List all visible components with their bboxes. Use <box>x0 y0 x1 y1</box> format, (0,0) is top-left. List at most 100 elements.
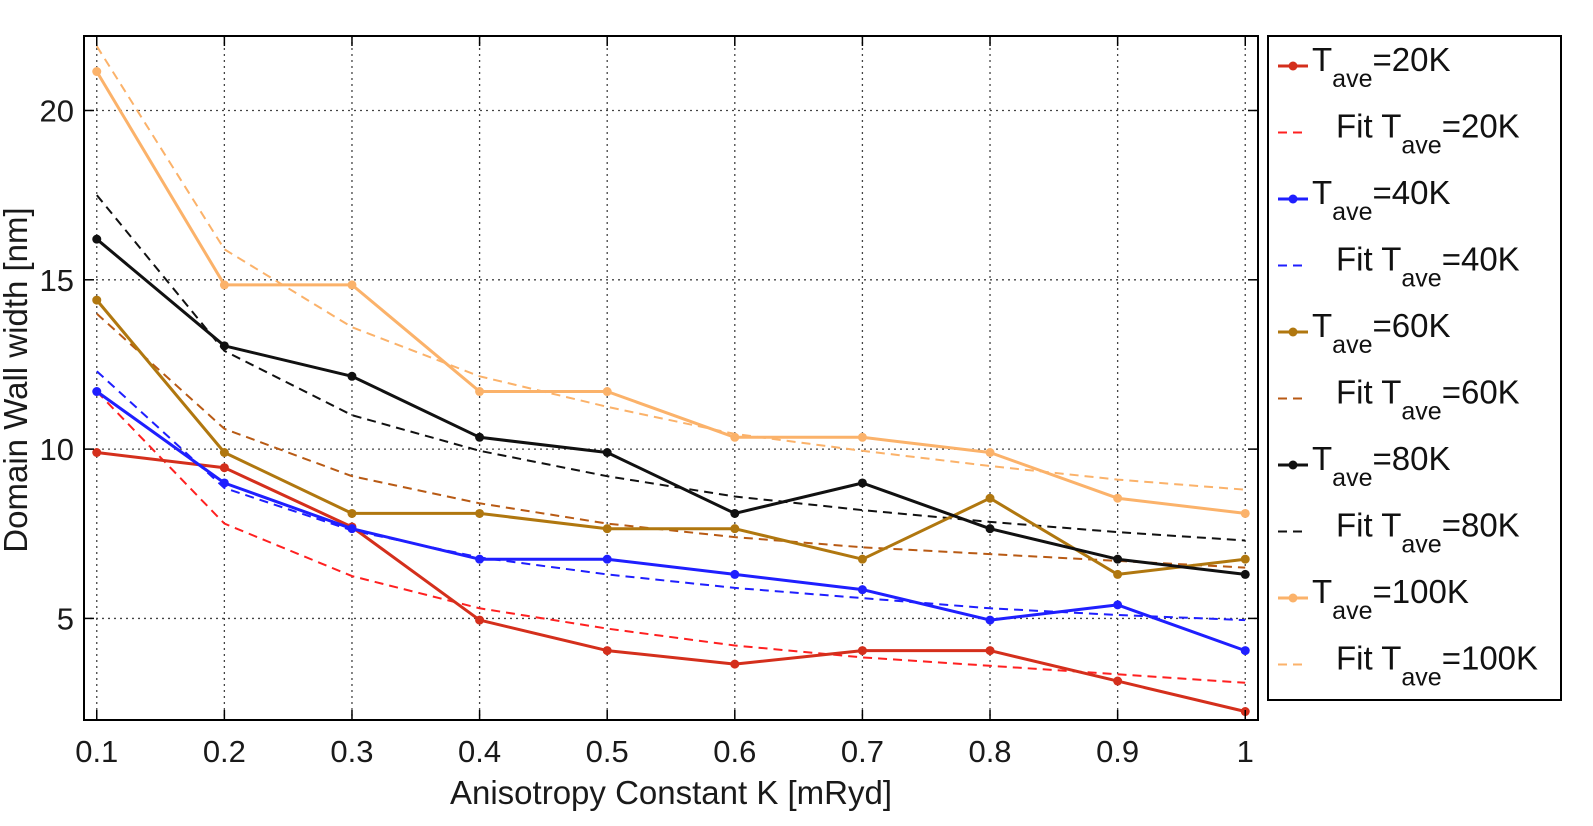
data-point <box>475 615 485 625</box>
legend-label: Fit Tave=40K <box>1336 241 1520 293</box>
fit-line <box>96 194 1246 542</box>
legend-label: Tave=80K <box>1312 440 1450 492</box>
series-fit-t-ave-40k <box>96 370 1246 622</box>
series-t-ave-60k <box>92 295 1250 579</box>
data-point <box>219 341 229 351</box>
data-point <box>602 554 612 564</box>
legend-label: Fit Tave=60K <box>1336 374 1520 426</box>
legend: Tave=20K Fit Tave=20K Tave=40K Fit Tave=40K… <box>1267 35 1562 701</box>
data-point <box>730 659 740 669</box>
data-point <box>92 387 102 397</box>
series-fit-t-ave-80k <box>96 194 1246 542</box>
data-point <box>985 615 995 625</box>
data-point <box>857 646 867 656</box>
data-point <box>985 493 995 503</box>
series-fit-t-ave-100k <box>95 45 1246 491</box>
data-point <box>1113 569 1123 579</box>
series-t-ave-40k <box>92 387 1250 656</box>
data-point <box>730 524 740 534</box>
data-point <box>347 508 357 518</box>
data-line <box>95 238 1246 576</box>
series-t-ave-20k <box>92 447 1250 717</box>
legend-marker <box>1288 194 1298 204</box>
legend-entry: Fit Tave=40K <box>1278 241 1520 293</box>
series-fit-t-ave-60k <box>96 312 1246 569</box>
data-point <box>985 447 995 457</box>
data-point <box>857 478 867 488</box>
data-point <box>1240 554 1250 564</box>
data-point <box>985 646 995 656</box>
legend-entry: Tave=20K <box>1278 41 1450 93</box>
x-tick-label: 0.1 <box>75 734 118 769</box>
data-point <box>602 387 612 397</box>
legend-entry: Tave=60K <box>1278 307 1450 359</box>
data-line <box>95 299 1246 576</box>
data-point <box>475 387 485 397</box>
data-point <box>857 432 867 442</box>
legend-label: Tave=100K <box>1312 573 1469 625</box>
data-point <box>857 554 867 564</box>
data-point <box>1113 493 1123 503</box>
x-tick-label: 0.6 <box>713 734 756 769</box>
data-point <box>1113 676 1123 686</box>
plot-area <box>83 35 1259 721</box>
data-point <box>219 463 229 473</box>
data-point <box>1113 554 1123 564</box>
y-tick-label: 15 <box>40 263 74 298</box>
data-point <box>730 432 740 442</box>
legend-entry: Fit Tave=60K <box>1278 374 1520 426</box>
legend-label: Fit Tave=20K <box>1336 108 1520 160</box>
legend-marker <box>1288 460 1298 470</box>
data-point <box>602 447 612 457</box>
data-point <box>347 371 357 381</box>
data-point <box>1240 569 1250 579</box>
series-t-ave-100k <box>92 67 1250 518</box>
data-line <box>95 390 1246 653</box>
y-tick-label: 20 <box>40 93 74 128</box>
grid-lines <box>84 36 1258 720</box>
data-point <box>857 585 867 595</box>
legend-label: Tave=60K <box>1312 307 1450 359</box>
series-layer <box>92 45 1250 717</box>
data-point <box>219 447 229 457</box>
legend-entry: Fit Tave=20K <box>1278 108 1520 160</box>
data-point <box>985 524 995 534</box>
data-point <box>1240 646 1250 656</box>
data-line <box>96 451 1246 713</box>
legend-entry: Fit Tave=80K <box>1278 507 1520 559</box>
data-point <box>730 508 740 518</box>
fit-line <box>96 312 1246 569</box>
y-tick-label: 10 <box>40 432 74 467</box>
legend-marker <box>1288 593 1298 603</box>
data-point <box>92 447 102 457</box>
legend-entry: Tave=40K <box>1278 174 1450 226</box>
legend-label: Tave=20K <box>1312 41 1450 93</box>
y-axis-label: Domain Wall width [nm] <box>0 207 34 552</box>
data-point <box>475 432 485 442</box>
data-point <box>92 67 102 77</box>
series-t-ave-80k <box>92 234 1250 579</box>
x-tick-label: 0.5 <box>586 734 629 769</box>
x-axis-label: Anisotropy Constant K [mRyd] <box>450 774 892 811</box>
legend-entry: Tave=100K <box>1278 573 1469 625</box>
data-point <box>475 508 485 518</box>
x-tick-label: 0.7 <box>841 734 884 769</box>
data-point <box>219 280 229 290</box>
x-tick-label: 0.4 <box>458 734 501 769</box>
data-point <box>92 295 102 305</box>
legend-marker <box>1288 61 1298 71</box>
data-point <box>219 478 229 488</box>
data-point <box>602 524 612 534</box>
legend-label: Fit Tave=100K <box>1336 640 1538 692</box>
data-point <box>602 646 612 656</box>
data-point <box>347 524 357 534</box>
y-tick-label: 5 <box>57 601 74 636</box>
series-fit-t-ave-20k <box>96 390 1246 684</box>
fit-line <box>96 370 1246 622</box>
legend-box <box>1267 35 1562 701</box>
data-point <box>347 280 357 290</box>
x-tick-label: 1 <box>1237 734 1254 769</box>
x-tick-label: 0.8 <box>968 734 1011 769</box>
